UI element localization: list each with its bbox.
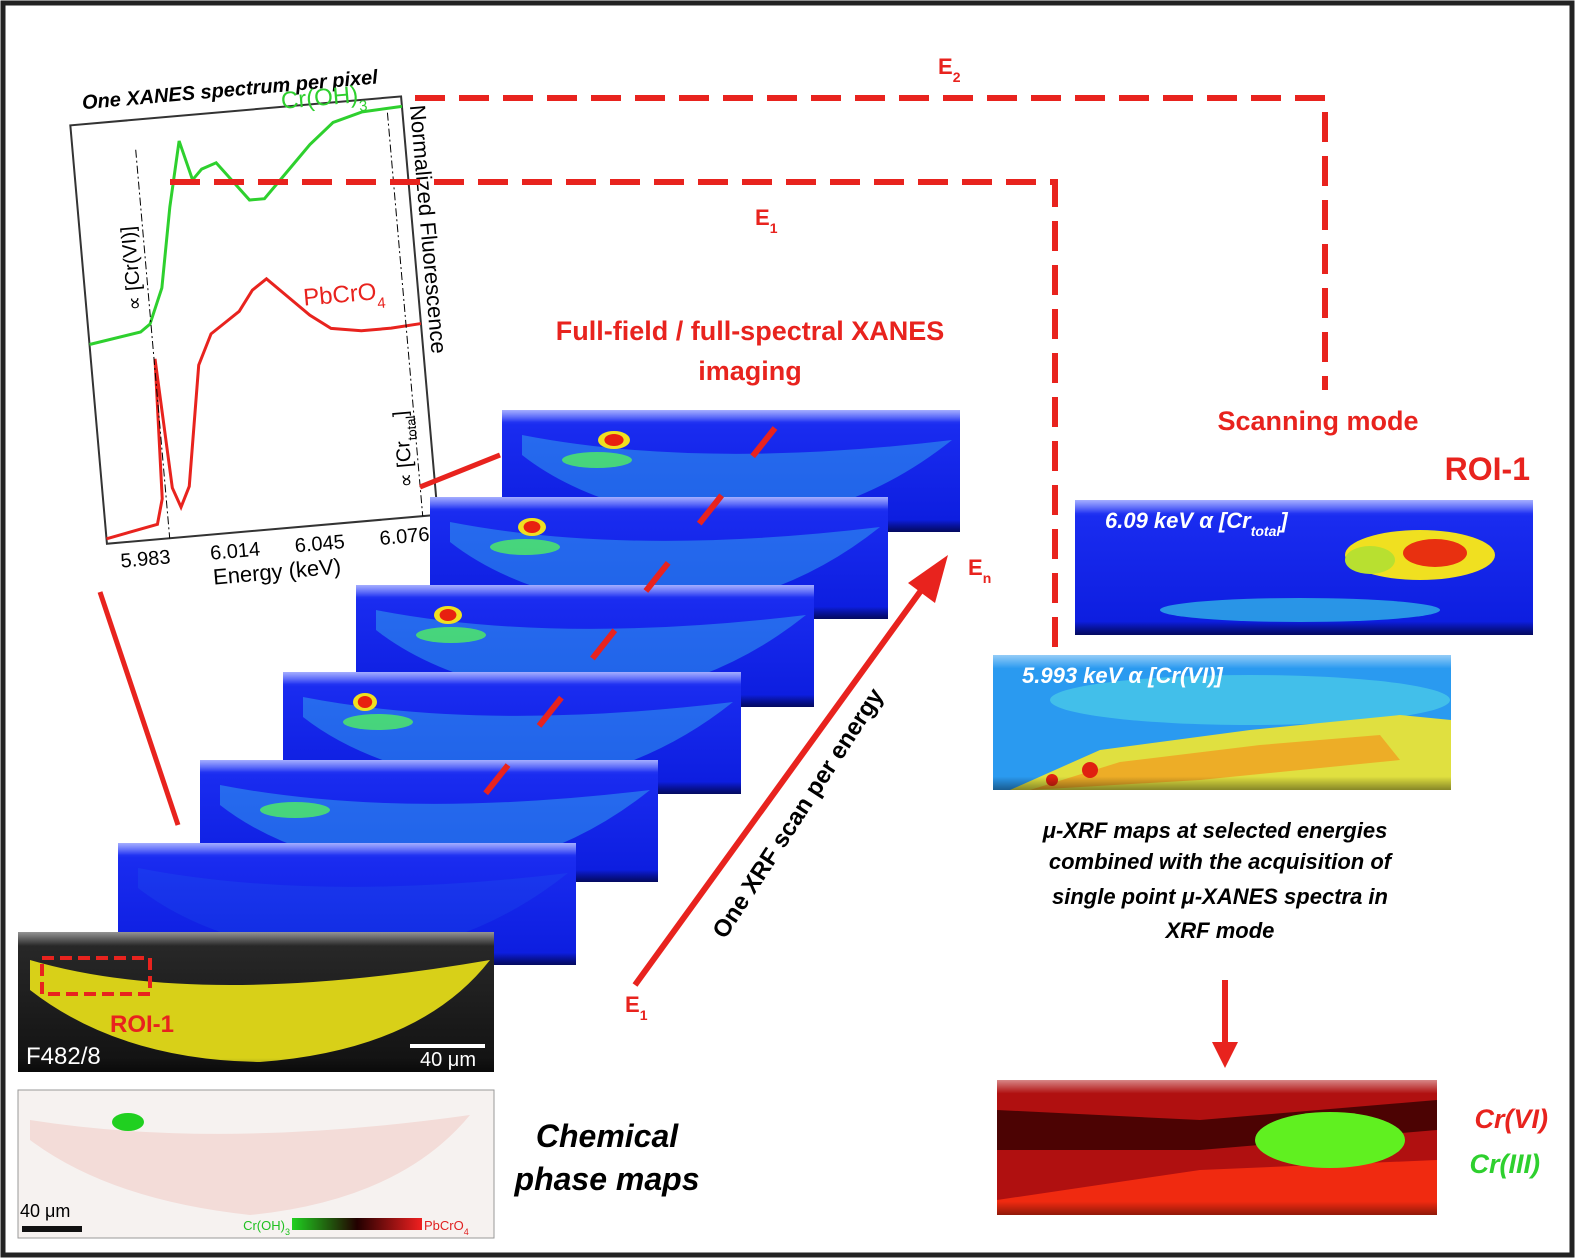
- sub: 3: [285, 1227, 290, 1237]
- text: ]: [1278, 508, 1288, 533]
- spectrum-box: [70, 96, 437, 543]
- description-line: single point μ-XANES spectra in: [1052, 884, 1388, 909]
- x-tick: 6.076: [379, 524, 431, 550]
- sub: 2: [953, 69, 961, 85]
- bevel: [997, 1080, 1437, 1215]
- full-field-title: imaging: [698, 356, 802, 386]
- text: E: [938, 54, 953, 79]
- roi-label: ROI-1: [110, 1011, 174, 1038]
- sample-image: ROI-1 F482/8 40 μm: [18, 932, 494, 1072]
- text: E: [625, 992, 640, 1017]
- text: Cr(OH): [243, 1218, 285, 1233]
- sub: 4: [377, 294, 387, 312]
- sub: 1: [770, 220, 778, 236]
- map-cr6: 5.993 keV α [Cr(VI)]: [993, 655, 1451, 790]
- page: {"spectrum":{"title":"One XANES spectrum…: [0, 0, 1575, 1258]
- text: E: [968, 555, 983, 580]
- map-label: 5.993 keV α [Cr(VI)]: [1022, 663, 1223, 688]
- legend-cr3: Cr(III): [1470, 1149, 1541, 1179]
- text: E: [755, 205, 770, 230]
- spectrum-panel: One XANES spectrum per pixel ∝ [Cr(VI)] …: [68, 62, 471, 598]
- text: ∝ [Cr: [392, 440, 418, 489]
- colorbar: [292, 1218, 422, 1230]
- scale-bar: [22, 1226, 82, 1232]
- description-line: combined with the acquisition of: [1049, 849, 1394, 874]
- scale-label: 40 μm: [420, 1049, 476, 1071]
- text: PbCrO: [424, 1218, 464, 1233]
- description-line: μ-XRF maps at selected energies: [1042, 818, 1388, 843]
- caption: phase maps: [514, 1161, 700, 1197]
- figure: One XANES spectrum per pixel ∝ [Cr(VI)] …: [0, 0, 1575, 1258]
- scanning-title: Scanning mode: [1217, 406, 1418, 436]
- sub: 4: [464, 1227, 469, 1237]
- legend-cr6: Cr(VI): [1475, 1104, 1549, 1134]
- roi-title: ROI-1: [1445, 451, 1530, 487]
- text: 6.09 keV α [Cr: [1105, 508, 1252, 533]
- x-tick: 5.983: [120, 546, 172, 572]
- caption: Chemical: [536, 1118, 679, 1154]
- sub: 1: [640, 1007, 648, 1023]
- sub: total: [402, 415, 419, 441]
- sub: total: [1251, 523, 1282, 539]
- scale-label: 40 μm: [20, 1201, 70, 1221]
- blob: [112, 1113, 144, 1131]
- sample-id: F482/8: [26, 1043, 101, 1070]
- description-line: XRF mode: [1164, 918, 1275, 943]
- sub: n: [983, 570, 992, 586]
- full-field-title: Full-field / full-spectral XANES: [556, 316, 945, 346]
- map-total: 6.09 keV α [Crtotal]: [1075, 500, 1533, 635]
- sub: 3: [358, 97, 368, 115]
